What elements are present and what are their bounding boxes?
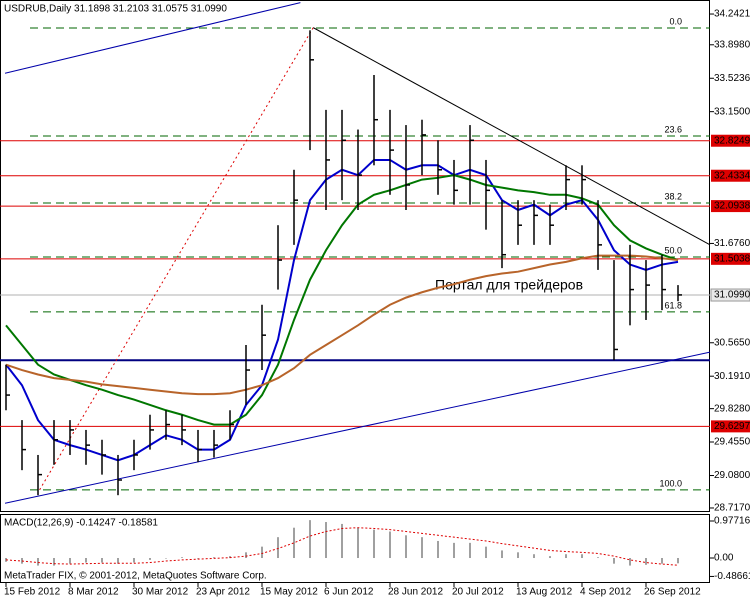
macd-bar bbox=[261, 546, 263, 559]
macd-bar bbox=[309, 520, 311, 559]
macd-bar bbox=[501, 550, 503, 559]
level-label-bg bbox=[711, 200, 750, 213]
x-tick-label: 20 Jul 2012 bbox=[452, 587, 504, 598]
macd-bar bbox=[645, 558, 647, 565]
macd-bar bbox=[389, 531, 391, 559]
trend-line bbox=[4, 351, 711, 504]
macd-bar bbox=[133, 558, 135, 563]
macd-bar bbox=[453, 542, 455, 559]
macd-bar bbox=[69, 558, 71, 564]
macd-bar bbox=[293, 527, 295, 559]
macd-bar bbox=[517, 552, 519, 559]
y-tick-label: 29.4550 bbox=[714, 437, 750, 448]
y-tick-label: 29.0800 bbox=[714, 470, 750, 481]
macd-y-tick-label: 0.97716 bbox=[714, 516, 750, 527]
macd-bar bbox=[117, 558, 119, 564]
macd-bar bbox=[597, 557, 599, 559]
fib-label: 50.0 bbox=[664, 245, 682, 255]
macd-bar bbox=[581, 554, 583, 559]
macd-bar bbox=[213, 557, 215, 559]
y-tick-label: 33.5236 bbox=[714, 73, 750, 84]
macd-bar bbox=[229, 556, 231, 559]
macd-bar bbox=[53, 558, 55, 566]
x-tick-label: 15 Feb 2012 bbox=[4, 587, 61, 598]
level-label-bg bbox=[711, 252, 750, 265]
macd-y-tick-label: 0.00 bbox=[714, 553, 734, 564]
macd-bar bbox=[357, 527, 359, 559]
macd-y-tick-label: -0.48661 bbox=[714, 571, 750, 582]
macd-bar bbox=[469, 542, 471, 559]
macd-bar bbox=[405, 535, 407, 559]
macd-bar bbox=[437, 540, 439, 559]
y-tick-label: 34.2421 bbox=[714, 9, 750, 20]
macd-bar bbox=[421, 537, 423, 559]
x-tick-label: 23 Apr 2012 bbox=[196, 587, 250, 598]
chart-title: USDRUB,Daily 31.1898 31.2103 31.0575 31.… bbox=[4, 4, 227, 15]
y-tick-label: 30.5650 bbox=[714, 337, 750, 348]
macd-bar bbox=[661, 558, 663, 564]
y-tick-label: 33.8980 bbox=[714, 39, 750, 50]
macd-bar bbox=[677, 558, 679, 564]
x-tick-label: 4 Sep 2012 bbox=[580, 587, 632, 598]
macd-bar bbox=[565, 554, 567, 559]
macd-bar bbox=[245, 552, 247, 559]
macd-bar bbox=[37, 558, 39, 566]
macd-bar bbox=[485, 546, 487, 559]
macd-bar bbox=[181, 557, 183, 559]
level-label: 32.0938 bbox=[714, 201, 750, 212]
macd-pane-frame bbox=[0, 514, 710, 583]
macd-bar bbox=[325, 522, 327, 559]
macd-bar bbox=[341, 523, 343, 559]
level-label: 29.6297 bbox=[714, 421, 750, 432]
title-bg bbox=[2, 2, 238, 16]
fib-label: 23.6 bbox=[664, 124, 682, 134]
level-label-bg bbox=[711, 169, 750, 182]
macd-bar bbox=[149, 558, 151, 560]
macd-bar bbox=[101, 558, 103, 563]
macd-bar bbox=[277, 537, 279, 559]
level-label: 32.8249 bbox=[714, 135, 750, 146]
y-tick-label: 30.1910 bbox=[714, 371, 750, 382]
y-tick-label: 29.8280 bbox=[714, 403, 750, 414]
x-tick-label: 30 Mar 2012 bbox=[132, 587, 189, 598]
x-tick-label: 8 Mar 2012 bbox=[68, 587, 119, 598]
macd-bar bbox=[373, 529, 375, 559]
x-tick-label: 13 Aug 2012 bbox=[516, 587, 573, 598]
macd-bar bbox=[197, 558, 199, 559]
y-tick-label: 31.6760 bbox=[714, 238, 750, 249]
main-pane-frame bbox=[0, 0, 710, 512]
macd-bar bbox=[533, 554, 535, 559]
fib-label: 100.0 bbox=[659, 478, 682, 488]
macd-bar bbox=[549, 556, 551, 559]
macd-bar bbox=[85, 558, 87, 563]
current-price-label: 31.0990 bbox=[714, 290, 750, 301]
y-tick-label: 33.1500 bbox=[714, 106, 750, 117]
macd-signal bbox=[5, 527, 679, 566]
level-label-bg bbox=[711, 420, 750, 433]
macd-label: MACD(12,26,9) -0.14247 -0.18581 bbox=[4, 518, 158, 529]
x-tick-label: 6 Jun 2012 bbox=[324, 587, 374, 598]
level-label-bg bbox=[711, 134, 750, 147]
x-tick-label: 15 May 2012 bbox=[260, 587, 318, 598]
fib-label: 61.8 bbox=[664, 300, 682, 310]
x-tick-label: 26 Sep 2012 bbox=[644, 587, 701, 598]
x-tick-label: 28 Jun 2012 bbox=[388, 587, 443, 598]
level-label: 32.4334 bbox=[714, 170, 750, 181]
macd-bar bbox=[165, 558, 167, 559]
macd-bar bbox=[613, 558, 615, 564]
trend-line bbox=[4, 2, 301, 74]
macd-bar bbox=[629, 558, 631, 566]
trend-line bbox=[312, 27, 711, 246]
fib-label: 0.0 bbox=[669, 16, 682, 26]
y-tick-label: 28.7170 bbox=[714, 503, 750, 514]
watermark: Портал для трейдеров bbox=[435, 277, 583, 293]
copyright: MetaTrader FIX, © 2001-2012, MetaQuotes … bbox=[4, 571, 267, 582]
fib-label: 38.2 bbox=[664, 191, 682, 201]
level-label: 31.5038 bbox=[714, 253, 750, 264]
moving-average bbox=[5, 254, 679, 396]
current-price-bg bbox=[710, 288, 750, 302]
